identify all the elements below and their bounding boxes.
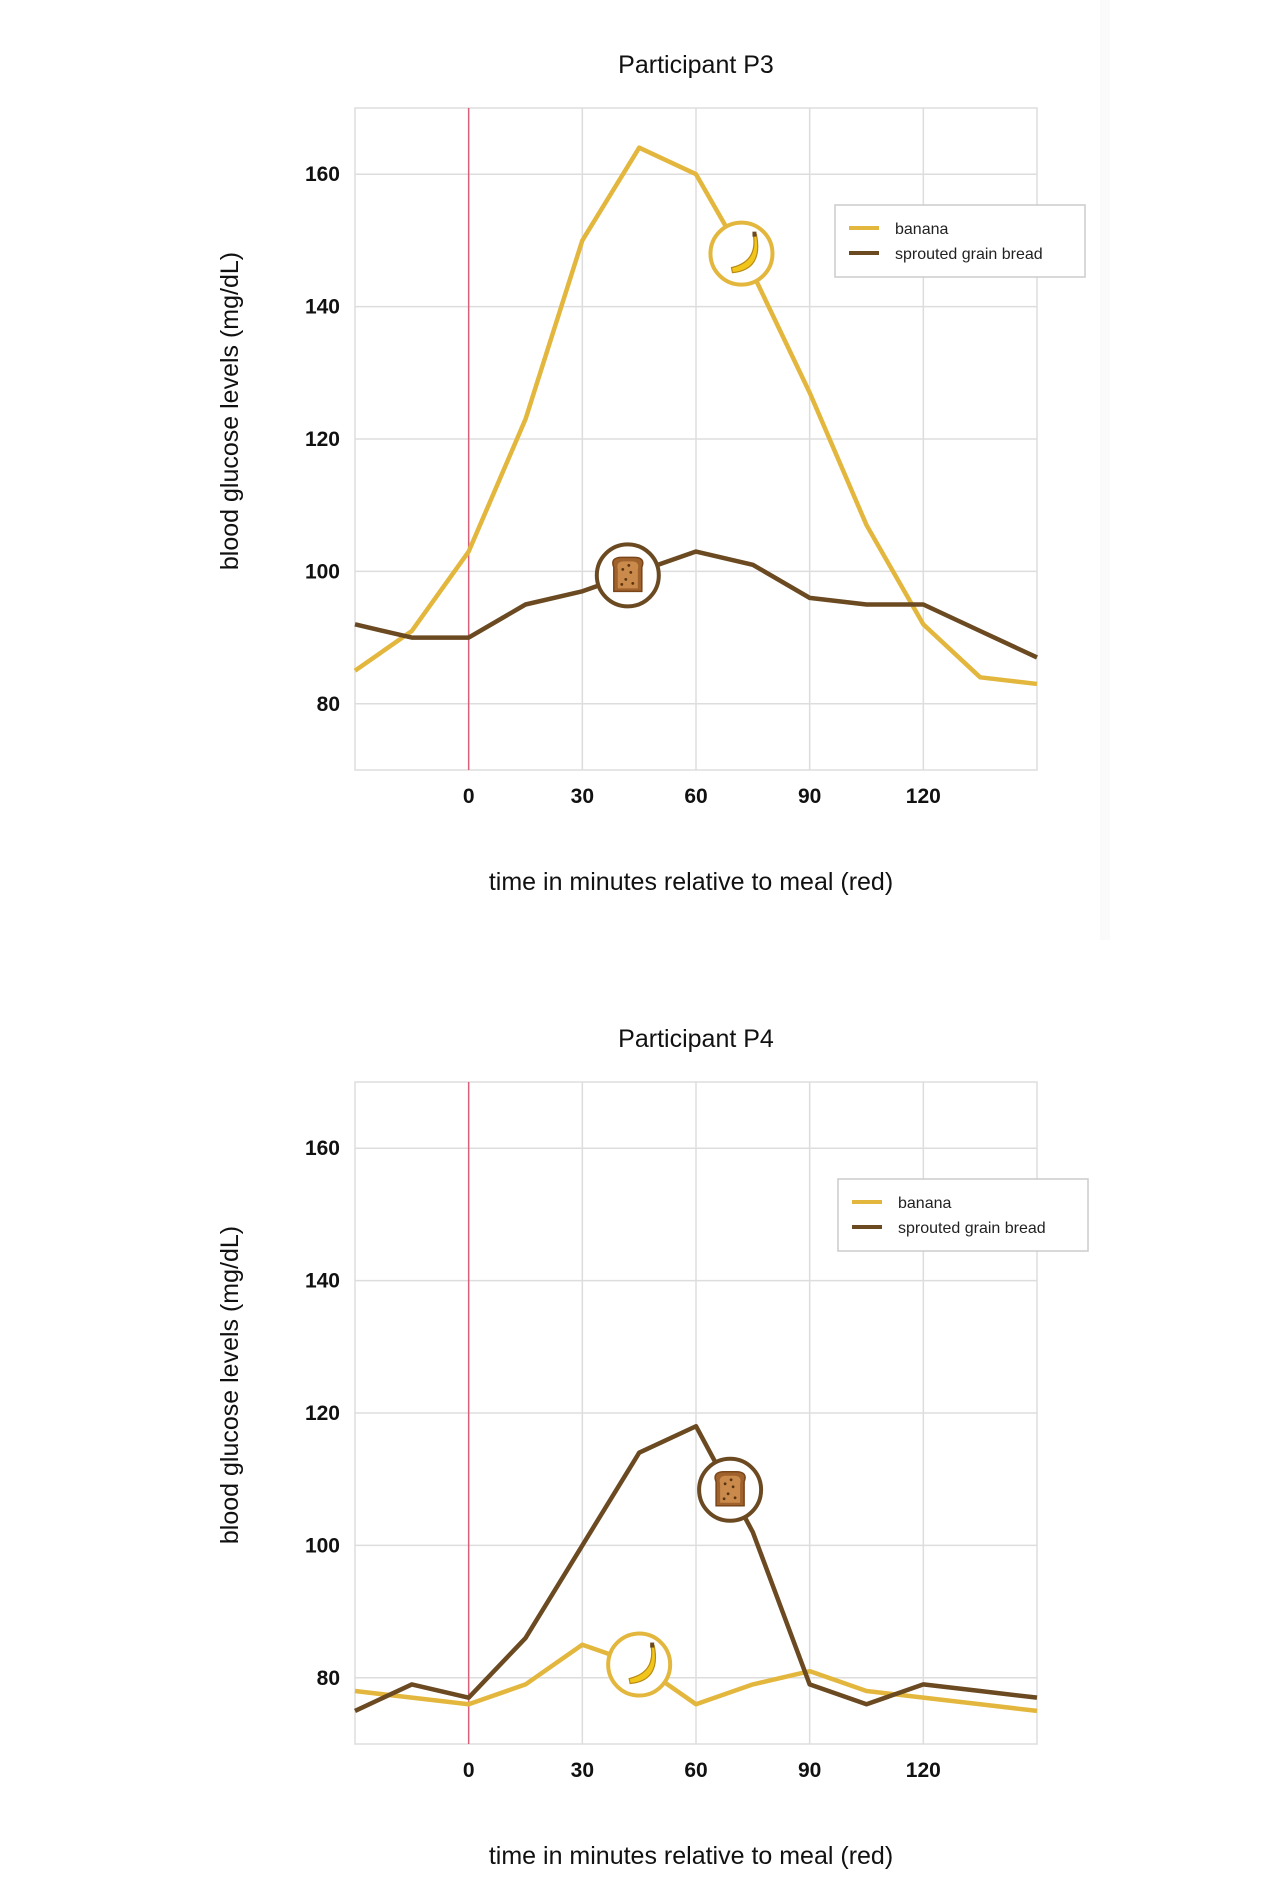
series-marker-banana: [708, 220, 775, 287]
x-tick-label: 120: [906, 785, 941, 808]
bread-seed: [729, 1478, 733, 1482]
y-tick-label: 160: [305, 163, 340, 186]
y-tick-label: 120: [305, 428, 340, 451]
bread-icon: [612, 556, 644, 593]
chart-title: Participant P3: [618, 51, 774, 79]
chart-p4: Participant P4 0 30 60 90 120 80 100 120 140 160 ba…: [216, 1025, 1089, 1870]
banana-shape: [730, 233, 759, 274]
series-marker-bread: [697, 1456, 764, 1523]
series-line-banana: [354, 1642, 1038, 1714]
y-axis-label: blood glucose levels (mg/dL): [216, 252, 244, 570]
marker-circle: [606, 1631, 673, 1698]
x-tick-label: 60: [684, 1759, 707, 1782]
x-tick-label: 60: [684, 785, 707, 808]
bread-seed: [723, 1482, 727, 1486]
y-tick-label: 140: [305, 296, 340, 319]
bread-seed: [731, 1485, 735, 1489]
bread-seed: [631, 581, 635, 585]
legend-box: [837, 1178, 1089, 1252]
y-tick-label: 80: [317, 1667, 340, 1690]
banana-icon: [628, 1642, 656, 1685]
bread-seed: [722, 1497, 726, 1501]
series-marker-bread: [594, 542, 661, 609]
y-tick-label: 160: [305, 1137, 340, 1160]
bread-icon: [714, 1471, 746, 1507]
legend-box: [834, 204, 1086, 278]
legend-label-bread: sprouted grain bread: [895, 246, 1043, 263]
banana-stem: [752, 231, 757, 237]
series-marker-banana: [606, 1631, 673, 1698]
bread-seed: [627, 563, 631, 567]
chart-p3: Participant P3 0 30 60 90 120 80 100 120 140 160 ba…: [216, 51, 1086, 896]
series-line-bread: [354, 549, 1038, 660]
x-tick-label: 90: [798, 785, 821, 808]
y-tick-label: 120: [305, 1402, 340, 1425]
x-tick-label: 0: [463, 1759, 475, 1782]
y-tick-label: 80: [317, 693, 340, 716]
banana-stem: [650, 1642, 655, 1648]
bread-seed: [733, 1496, 737, 1500]
y-tick-label: 100: [305, 560, 340, 583]
legend-label-banana: banana: [898, 1195, 951, 1212]
legend-label-bread: sprouted grain bread: [898, 1220, 1046, 1237]
x-tick-label: 90: [798, 1759, 821, 1782]
x-tick-label: 30: [571, 1759, 594, 1782]
banana-shape: [628, 1644, 656, 1685]
y-axis-label: blood glucose levels (mg/dL): [216, 1226, 244, 1544]
marker-circle: [708, 220, 775, 287]
banana-icon: [730, 231, 759, 274]
legend: banana sprouted grain bread: [837, 1178, 1089, 1252]
bread-seed: [620, 582, 624, 586]
x-tick-label: 0: [463, 785, 475, 808]
x-tick-label: 120: [906, 1759, 941, 1782]
series-line-bread: [354, 1423, 1038, 1713]
bread-seed: [621, 567, 625, 571]
x-tick-label: 30: [571, 785, 594, 808]
series-line-banana: [353, 145, 1038, 687]
bread-seed: [629, 570, 633, 574]
panel-edge-shade: [1100, 0, 1110, 940]
x-axis-label: time in minutes relative to meal (red): [489, 868, 893, 896]
legend-label-banana: banana: [895, 221, 948, 238]
bread-seed: [624, 577, 628, 581]
y-tick-label: 140: [305, 1270, 340, 1293]
legend: banana sprouted grain bread: [834, 204, 1086, 278]
x-axis-label: time in minutes relative to meal (red): [489, 1842, 893, 1870]
y-tick-label: 100: [305, 1534, 340, 1557]
bread-seed: [726, 1492, 730, 1496]
chart-title: Participant P4: [618, 1025, 774, 1053]
